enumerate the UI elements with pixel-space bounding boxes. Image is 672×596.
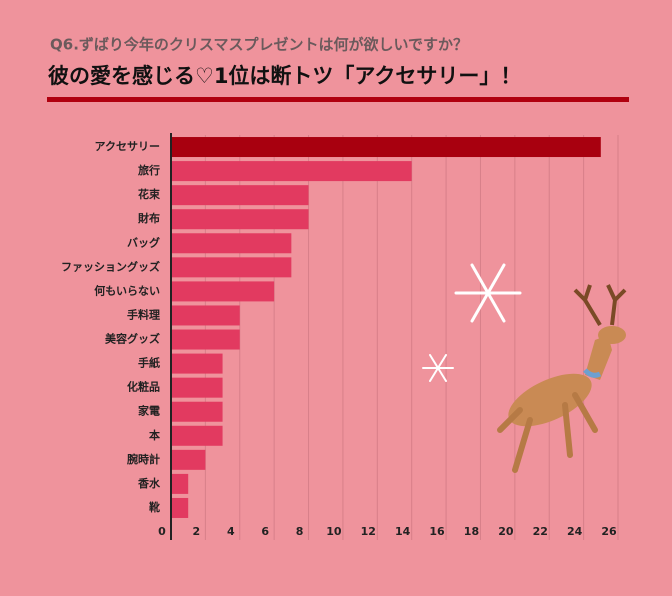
bar [171, 353, 223, 374]
x-tick-label: 18 [464, 525, 479, 538]
snowflake [422, 354, 454, 382]
bar [171, 233, 292, 254]
x-tick-label: 22 [533, 525, 548, 538]
bar [171, 137, 601, 158]
bar [171, 329, 240, 350]
y-tick-label: バッグ [127, 235, 160, 249]
y-tick-label: 靴 [149, 500, 160, 514]
y-tick-label: 本 [149, 428, 160, 442]
chart-subtitle: Q6.ずばり今年のクリスマスプレゼントは何が欲しいですか？ [50, 36, 468, 54]
decoration [422, 263, 522, 382]
y-tick-label: 手紙 [138, 356, 160, 370]
y-tick-label: 旅行 [138, 163, 160, 177]
bar [171, 281, 275, 302]
y-tick-label: 腕時計 [127, 452, 160, 466]
bar [171, 473, 189, 494]
bar [171, 449, 206, 470]
title-underline [47, 97, 629, 102]
bar [171, 497, 189, 518]
y-tick-label: 何もいらない [94, 283, 160, 297]
y-tick-label: 家電 [138, 404, 160, 418]
reindeer [497, 284, 627, 473]
y-tick-label: 財布 [137, 211, 160, 225]
x-tick-label: 0 [158, 525, 166, 538]
x-tick-label: 26 [601, 525, 617, 538]
x-tick-label: 24 [567, 525, 583, 538]
bar [171, 185, 309, 206]
bar [171, 425, 223, 446]
bar [171, 257, 292, 278]
x-tick-label: 2 [193, 525, 201, 538]
bar [171, 161, 412, 182]
x-tick-label: 14 [395, 525, 411, 538]
y-tick-label: 香水 [137, 476, 161, 490]
y-tick-label: 美容グッズ [105, 332, 160, 346]
chart-title: 彼の愛を感じる♡1位は断トツ「アクセサリー」！ [48, 64, 521, 88]
y-tick-label: 化粧品 [127, 380, 160, 394]
x-tick-label: 20 [498, 525, 514, 538]
y-tick-label: 手料理 [127, 307, 160, 321]
snowflake [454, 263, 522, 323]
x-tick-label: 10 [326, 525, 342, 538]
y-tick-label: 花束 [138, 187, 161, 201]
x-tick-label: 8 [296, 525, 304, 538]
y-tick-label: アクセサリー [95, 140, 160, 153]
bar [171, 209, 309, 230]
x-tick-label: 12 [361, 525, 376, 538]
bar [171, 305, 240, 326]
y-tick-label: ファッショングッズ [61, 259, 160, 273]
x-tick-label: 6 [261, 525, 269, 538]
x-tick-label: 16 [429, 525, 445, 538]
x-tick-label: 4 [227, 525, 235, 538]
bar [171, 401, 223, 422]
bar [171, 377, 223, 398]
